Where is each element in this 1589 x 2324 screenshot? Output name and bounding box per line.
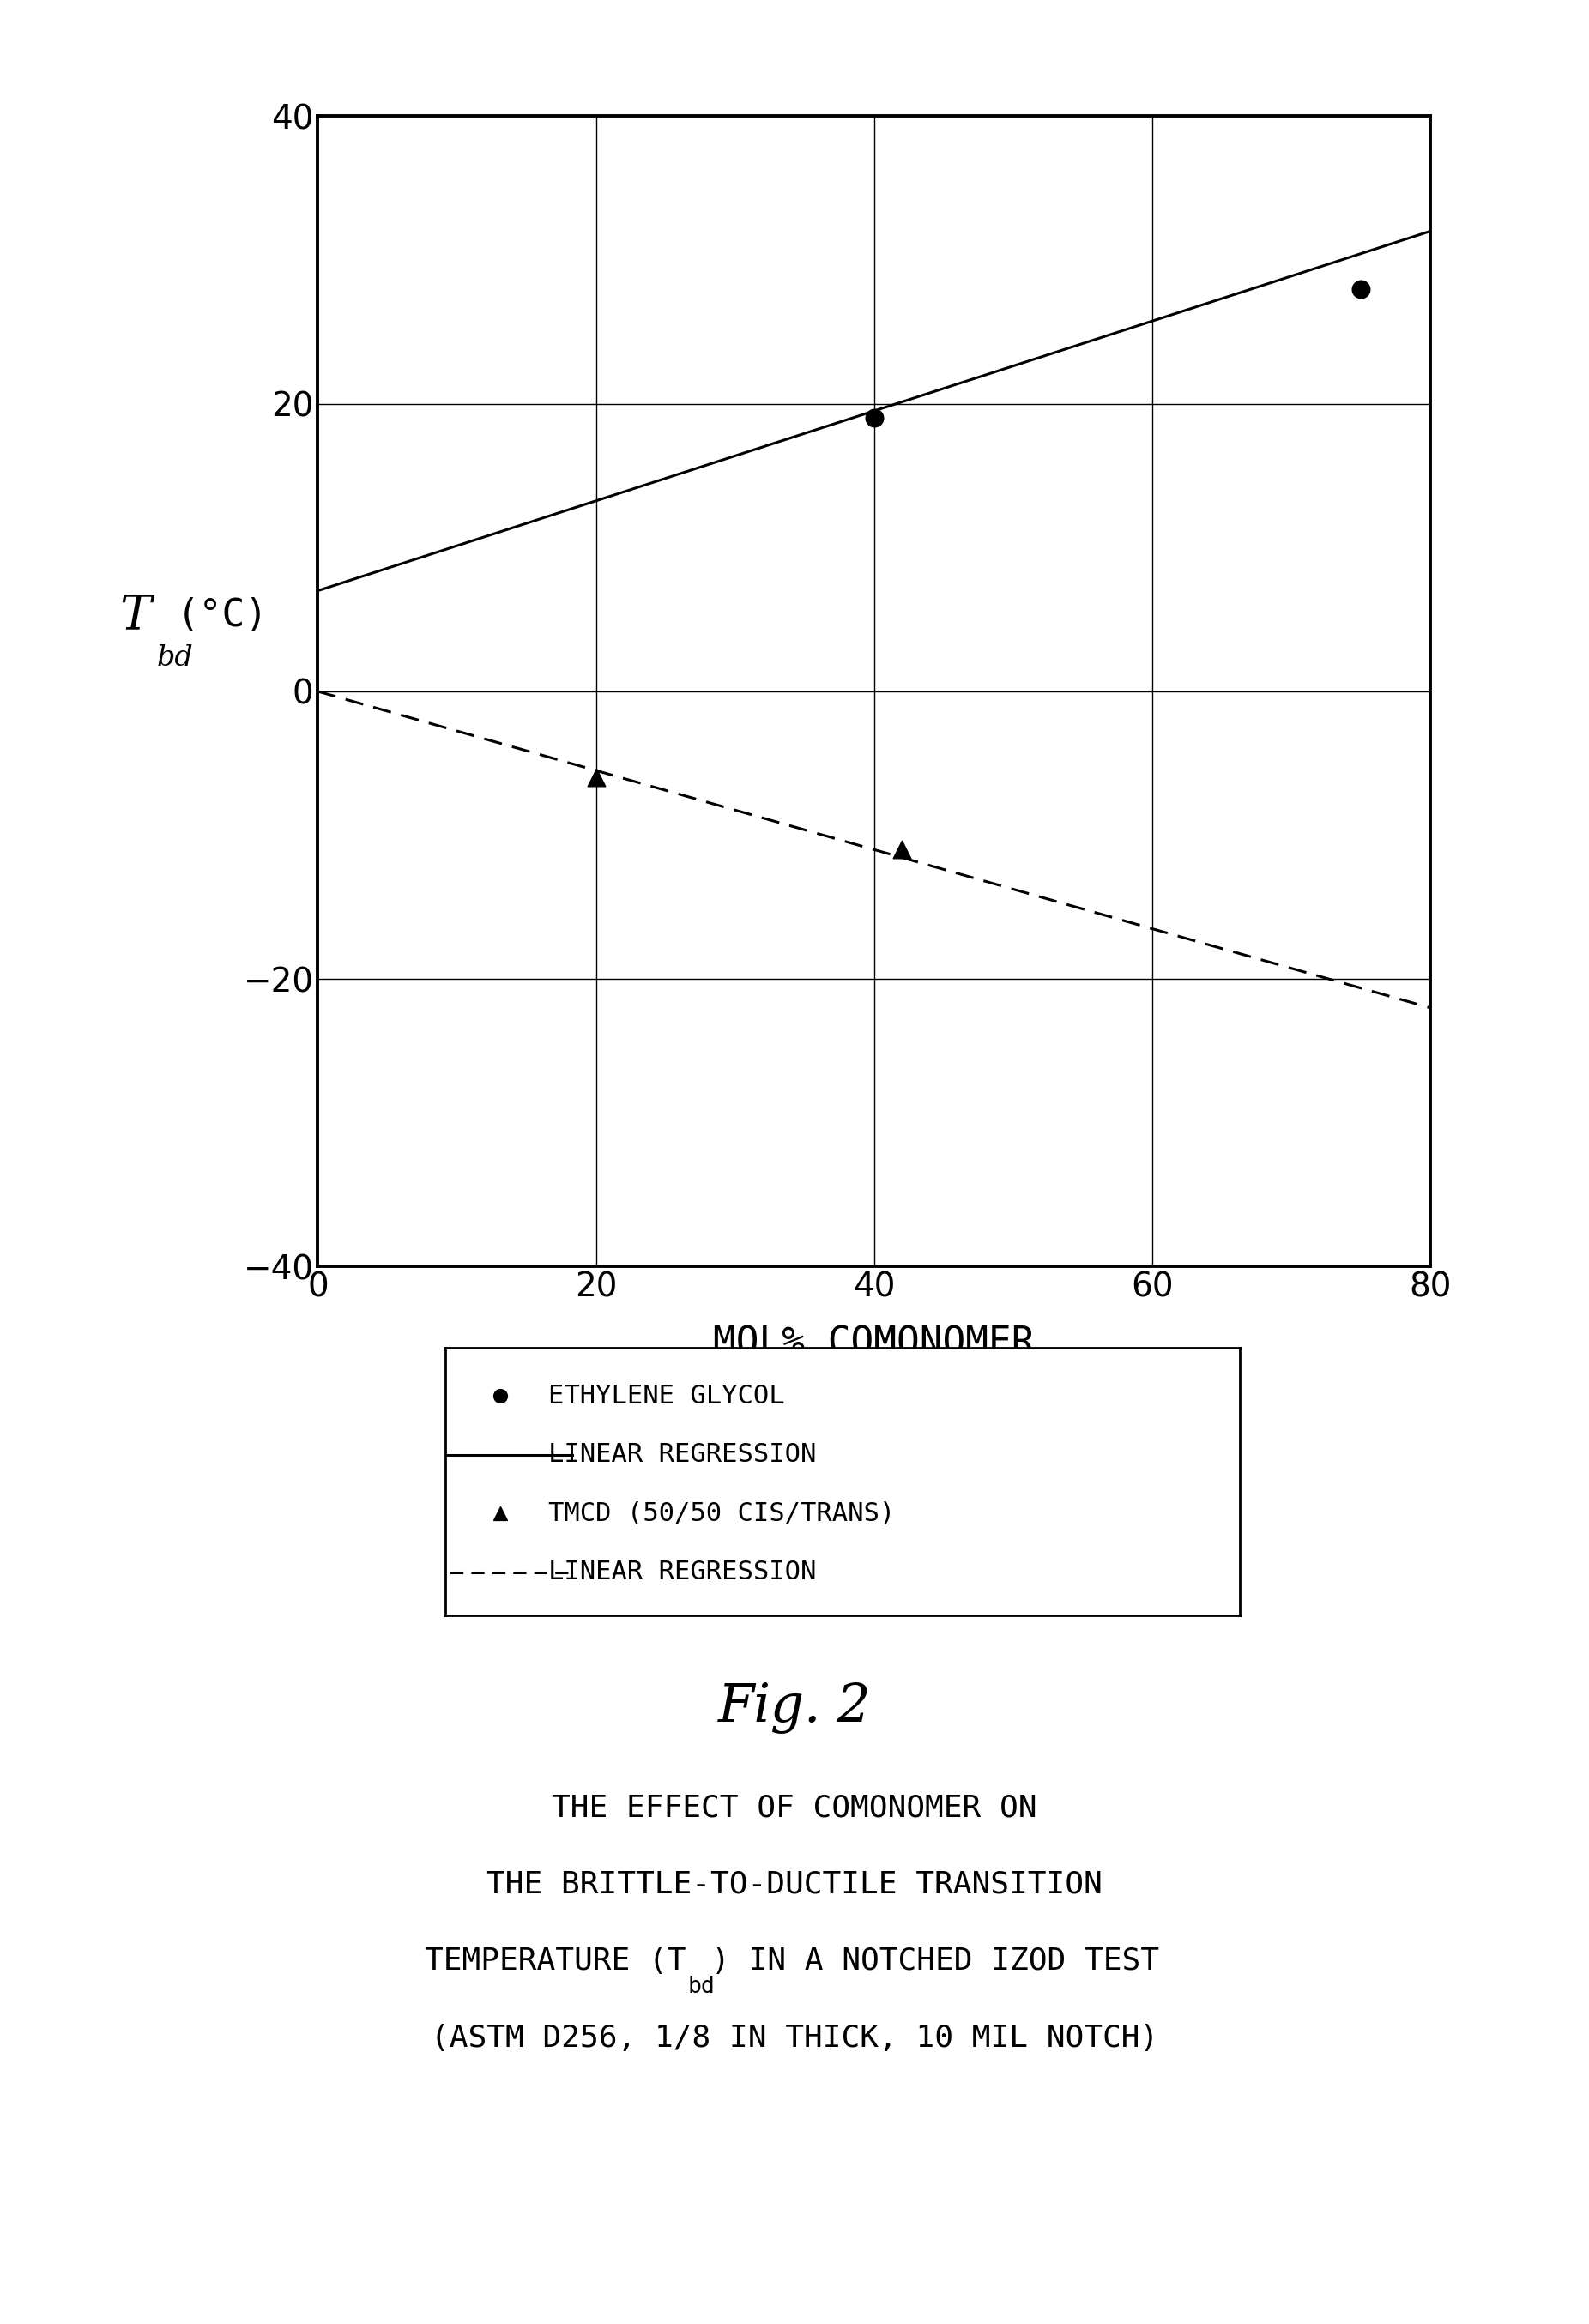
Text: ) IN A NOTCHED IZOD TEST: ) IN A NOTCHED IZOD TEST [710,1948,1158,1975]
Point [583,760,609,797]
Text: TEMPERATURE (T: TEMPERATURE (T [426,1948,686,1975]
Text: bd: bd [156,644,194,672]
Point [1347,270,1373,307]
Point [861,400,887,437]
Point [488,1494,513,1532]
Text: Fig. 2: Fig. 2 [718,1683,871,1734]
Text: bd: bd [688,1975,715,1999]
Text: (ASTM D256, 1/8 IN THICK, 10 MIL NOTCH): (ASTM D256, 1/8 IN THICK, 10 MIL NOTCH) [431,2024,1158,2052]
X-axis label: MOL% COMONOMER: MOL% COMONOMER [713,1325,1034,1362]
Text: LINEAR REGRESSION: LINEAR REGRESSION [548,1559,817,1585]
Text: TMCD (50/50 CIS/TRANS): TMCD (50/50 CIS/TRANS) [548,1501,895,1527]
Text: T: T [119,593,151,639]
Text: (°C): (°C) [176,597,269,634]
Point [488,1378,513,1415]
Text: THE BRITTLE-TO-DUCTILE TRANSITION: THE BRITTLE-TO-DUCTILE TRANSITION [486,1871,1103,1899]
Text: ETHYLENE GLYCOL: ETHYLENE GLYCOL [548,1383,785,1408]
Point [888,832,914,869]
Text: THE EFFECT OF COMONOMER ON: THE EFFECT OF COMONOMER ON [551,1794,1038,1822]
Text: LINEAR REGRESSION: LINEAR REGRESSION [548,1443,817,1466]
